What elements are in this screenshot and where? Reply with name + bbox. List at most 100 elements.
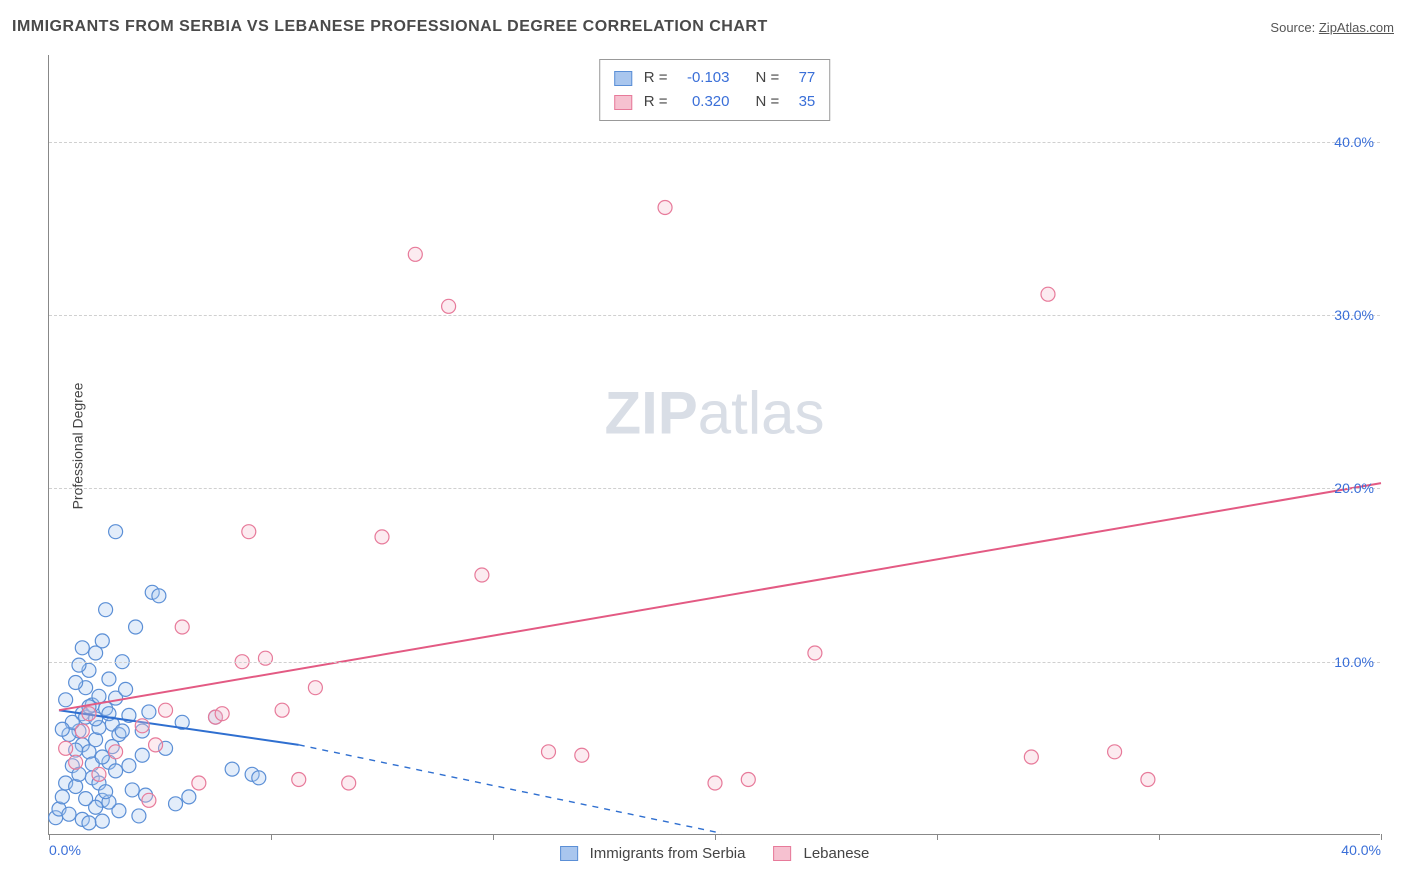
legend-stat-row: R = 0.320 N = 35 — [614, 90, 816, 114]
gridline — [49, 142, 1380, 143]
data-point — [741, 773, 755, 787]
series-legend: Immigrants from Serbia Lebanese — [560, 845, 870, 862]
stat-r-value: -0.103 — [676, 66, 730, 90]
legend-item: Immigrants from Serbia — [560, 845, 746, 862]
data-point — [59, 741, 73, 755]
data-point — [152, 589, 166, 603]
data-point — [1141, 773, 1155, 787]
data-point — [142, 705, 156, 719]
y-tick-label: 20.0% — [1334, 480, 1374, 496]
data-point — [215, 707, 229, 721]
stat-n-value: 77 — [787, 66, 815, 90]
title-bar: IMMIGRANTS FROM SERBIA VS LEBANESE PROFE… — [12, 18, 1394, 36]
gridline — [49, 315, 1380, 316]
source-label: Source: — [1270, 20, 1315, 35]
legend-label: Lebanese — [803, 845, 869, 862]
data-point — [75, 641, 89, 655]
data-point — [59, 693, 73, 707]
data-point — [658, 201, 672, 215]
data-point — [99, 785, 113, 799]
legend-swatch — [614, 71, 632, 86]
data-point — [175, 620, 189, 634]
data-point — [72, 658, 86, 672]
data-point — [82, 816, 96, 830]
data-point — [82, 707, 96, 721]
data-point — [95, 634, 109, 648]
legend-item: Lebanese — [773, 845, 869, 862]
x-tick-label: 40.0% — [1341, 842, 1381, 858]
data-point — [258, 651, 272, 665]
data-point — [142, 793, 156, 807]
data-point — [79, 792, 93, 806]
stat-n-value: 35 — [787, 90, 815, 114]
stat-r-value: 0.320 — [676, 90, 730, 114]
data-point — [1041, 287, 1055, 301]
correlation-legend: R = -0.103 N = 77 R = 0.320 N = 35 — [599, 59, 831, 121]
data-point — [192, 776, 206, 790]
stat-n-label: N = — [756, 90, 780, 114]
data-point — [292, 773, 306, 787]
stat-n-label: N = — [756, 66, 780, 90]
source: Source: ZipAtlas.com — [1270, 20, 1394, 35]
trend-line — [59, 483, 1381, 710]
data-point — [342, 776, 356, 790]
data-point — [95, 750, 109, 764]
data-point — [808, 646, 822, 660]
data-point — [225, 762, 239, 776]
legend-swatch — [560, 846, 578, 861]
data-point — [275, 703, 289, 717]
data-point — [182, 790, 196, 804]
data-point — [1108, 745, 1122, 759]
data-point — [475, 568, 489, 582]
data-point — [135, 719, 149, 733]
data-point — [129, 620, 143, 634]
data-point — [542, 745, 556, 759]
x-tick-mark — [49, 834, 50, 840]
trend-line-dashed — [299, 745, 722, 833]
data-point — [69, 675, 83, 689]
data-point — [99, 603, 113, 617]
data-point — [375, 530, 389, 544]
legend-swatch — [773, 846, 791, 861]
stat-r-label: R = — [644, 66, 668, 90]
data-point — [1024, 750, 1038, 764]
x-tick-mark — [271, 834, 272, 840]
y-tick-label: 40.0% — [1334, 134, 1374, 150]
data-point — [109, 745, 123, 759]
data-point — [442, 299, 456, 313]
data-point — [125, 783, 139, 797]
data-point — [69, 755, 83, 769]
data-point — [55, 790, 69, 804]
data-point — [308, 681, 322, 695]
chart-title: IMMIGRANTS FROM SERBIA VS LEBANESE PROFE… — [12, 18, 768, 36]
x-tick-mark — [715, 834, 716, 840]
y-tick-label: 10.0% — [1334, 654, 1374, 670]
legend-label: Immigrants from Serbia — [590, 845, 746, 862]
data-point — [92, 767, 106, 781]
data-point — [109, 525, 123, 539]
x-tick-mark — [937, 834, 938, 840]
stat-r-label: R = — [644, 90, 668, 114]
x-tick-label: 0.0% — [49, 842, 81, 858]
data-point — [95, 814, 109, 828]
plot-area: ZIPatlas R = -0.103N = 77R = 0.320N = 35… — [48, 55, 1380, 835]
data-point — [122, 759, 136, 773]
source-link[interactable]: ZipAtlas.com — [1319, 20, 1394, 35]
data-point — [708, 776, 722, 790]
data-point — [119, 682, 133, 696]
data-point — [115, 724, 129, 738]
data-point — [149, 738, 163, 752]
data-point — [75, 724, 89, 738]
data-point — [109, 764, 123, 778]
data-point — [132, 809, 146, 823]
x-tick-mark — [1159, 834, 1160, 840]
legend-swatch — [614, 95, 632, 110]
legend-stat-row: R = -0.103 N = 77 — [614, 66, 816, 90]
x-tick-mark — [1381, 834, 1382, 840]
data-point — [408, 247, 422, 261]
y-tick-label: 30.0% — [1334, 307, 1374, 323]
data-point — [55, 722, 69, 736]
gridline — [49, 488, 1380, 489]
data-point — [242, 525, 256, 539]
data-point — [102, 672, 116, 686]
